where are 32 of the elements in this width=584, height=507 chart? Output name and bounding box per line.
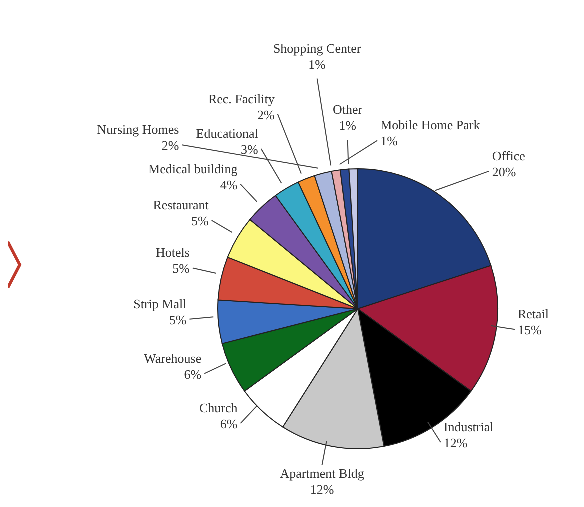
data-label: 4% — [220, 177, 238, 192]
slice-label: Restaurant — [153, 198, 210, 213]
slice-label: Mobile Home Park — [380, 118, 481, 133]
data-label: 1% — [308, 56, 326, 72]
data-label: 5% — [191, 214, 209, 229]
data-label: 3% — [241, 142, 259, 158]
slice-label: Rec. Facility — [208, 91, 276, 106]
data-label: 2% — [162, 138, 180, 154]
slice-label: Shopping Center — [273, 40, 362, 56]
data-label: 1% — [339, 118, 357, 134]
slice-label: Other — [333, 102, 364, 118]
slice-label: Warehouse — [144, 350, 202, 366]
slice-label: Strip Mall — [134, 296, 188, 312]
slice-label: Industrial — [444, 419, 494, 434]
slice-label: Hotels — [156, 245, 190, 260]
data-label: 6% — [220, 416, 238, 432]
slice-label: Office — [492, 148, 526, 164]
data-label: 5% — [169, 312, 187, 328]
slice-label: Retail — [518, 306, 550, 322]
data-label: 5% — [172, 261, 190, 276]
slice-label: Educational — [196, 126, 259, 142]
data-label: 15% — [518, 322, 542, 338]
slice-label: Medical building — [148, 161, 238, 176]
slice-label: Nursing Homes — [97, 122, 180, 138]
data-label: 6% — [184, 366, 202, 382]
slice-label: Apartment Bldg — [280, 466, 365, 482]
data-label: 20% — [492, 164, 516, 180]
slice-label: Church — [199, 400, 238, 416]
data-label: 12% — [444, 435, 468, 450]
data-label: 2% — [258, 107, 276, 122]
data-label: 12% — [310, 482, 334, 498]
data-label: 1% — [380, 134, 398, 149]
